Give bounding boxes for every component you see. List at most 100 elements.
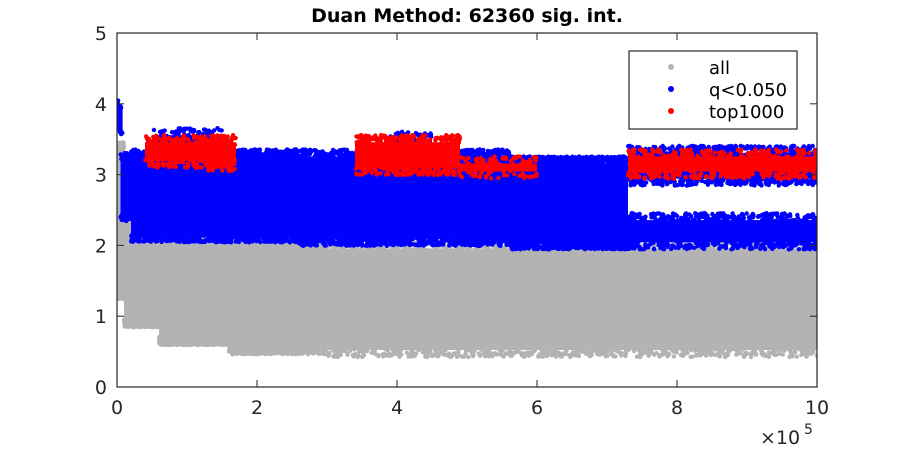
data-point bbox=[311, 237, 317, 242]
data-point bbox=[455, 240, 460, 246]
data-point bbox=[359, 354, 365, 359]
data-point bbox=[803, 349, 809, 355]
data-point bbox=[213, 239, 218, 245]
data-point bbox=[299, 154, 304, 159]
data-point bbox=[218, 233, 224, 238]
data-point bbox=[310, 344, 315, 349]
data-point bbox=[299, 344, 305, 349]
data-point bbox=[218, 334, 224, 340]
data-point bbox=[137, 149, 142, 154]
data-point bbox=[143, 319, 148, 325]
data-point bbox=[126, 320, 132, 326]
data-layer bbox=[117, 98, 817, 360]
data-point bbox=[236, 239, 242, 245]
data-point bbox=[243, 150, 248, 155]
data-point bbox=[351, 243, 356, 248]
data-point bbox=[646, 353, 651, 358]
data-point bbox=[414, 236, 420, 241]
data-point bbox=[723, 354, 728, 360]
data-point bbox=[716, 351, 721, 357]
data-point bbox=[759, 348, 764, 353]
data-point bbox=[178, 232, 183, 237]
data-point bbox=[212, 338, 217, 343]
data-point bbox=[130, 323, 136, 328]
data-point bbox=[360, 243, 365, 248]
data-point bbox=[223, 337, 228, 342]
data-point bbox=[255, 232, 260, 238]
data-point bbox=[694, 353, 699, 358]
data-point bbox=[217, 341, 223, 346]
data-point bbox=[609, 351, 614, 356]
data-point bbox=[370, 348, 376, 353]
data-point bbox=[706, 246, 711, 251]
data-point bbox=[266, 344, 272, 349]
data-point bbox=[312, 349, 317, 355]
data-point bbox=[232, 347, 238, 352]
data-point bbox=[117, 291, 121, 296]
data-point bbox=[155, 321, 160, 326]
data-point bbox=[120, 212, 125, 217]
data-point bbox=[559, 354, 565, 359]
data-point bbox=[195, 341, 200, 347]
data-point bbox=[203, 237, 208, 243]
data-point bbox=[435, 353, 441, 358]
data-point bbox=[117, 129, 123, 135]
data-point bbox=[626, 347, 631, 352]
data-point bbox=[466, 354, 471, 360]
data-point bbox=[273, 150, 278, 155]
data-point bbox=[126, 324, 131, 330]
data-band bbox=[120, 159, 131, 215]
data-point bbox=[294, 232, 299, 238]
data-point bbox=[353, 352, 358, 357]
data-point bbox=[657, 353, 662, 358]
data-point bbox=[713, 347, 718, 352]
data-point bbox=[250, 148, 255, 153]
data-point bbox=[151, 237, 157, 242]
data-point bbox=[121, 145, 126, 150]
data-point bbox=[671, 354, 677, 359]
data-point bbox=[184, 336, 189, 341]
data-point bbox=[485, 349, 491, 354]
data-point bbox=[576, 348, 582, 353]
data-point bbox=[117, 148, 120, 153]
data-point bbox=[644, 349, 649, 354]
data-point bbox=[189, 335, 194, 341]
data-point bbox=[294, 345, 299, 350]
data-point bbox=[425, 347, 430, 352]
data-point bbox=[689, 354, 695, 359]
data-point bbox=[212, 235, 217, 240]
data-point bbox=[749, 350, 754, 355]
data-point bbox=[130, 153, 136, 158]
data-band bbox=[229, 241, 327, 348]
data-point bbox=[702, 351, 707, 356]
data-point bbox=[236, 345, 242, 350]
data-point bbox=[301, 350, 306, 356]
data-point bbox=[570, 350, 575, 355]
data-point bbox=[202, 335, 207, 341]
data-point bbox=[489, 351, 495, 356]
data-point bbox=[253, 344, 258, 349]
data-point bbox=[497, 348, 503, 353]
data-point bbox=[306, 351, 311, 357]
data-point bbox=[684, 349, 689, 354]
data-point bbox=[272, 236, 277, 242]
data-point bbox=[292, 151, 297, 156]
data-point bbox=[748, 354, 754, 360]
data-point bbox=[206, 342, 212, 348]
data-point bbox=[250, 237, 255, 242]
data-point bbox=[328, 242, 333, 247]
data-point bbox=[535, 354, 541, 359]
data-point bbox=[439, 347, 444, 353]
data-point bbox=[381, 351, 387, 357]
data-point bbox=[617, 350, 622, 355]
data-point bbox=[543, 352, 548, 357]
data-point bbox=[769, 350, 774, 356]
data-point bbox=[794, 354, 799, 359]
data-point bbox=[263, 235, 269, 240]
data-point bbox=[269, 150, 274, 156]
data-point bbox=[246, 346, 252, 351]
data-point bbox=[416, 347, 421, 352]
data-point bbox=[242, 344, 247, 349]
data-point bbox=[392, 350, 397, 355]
